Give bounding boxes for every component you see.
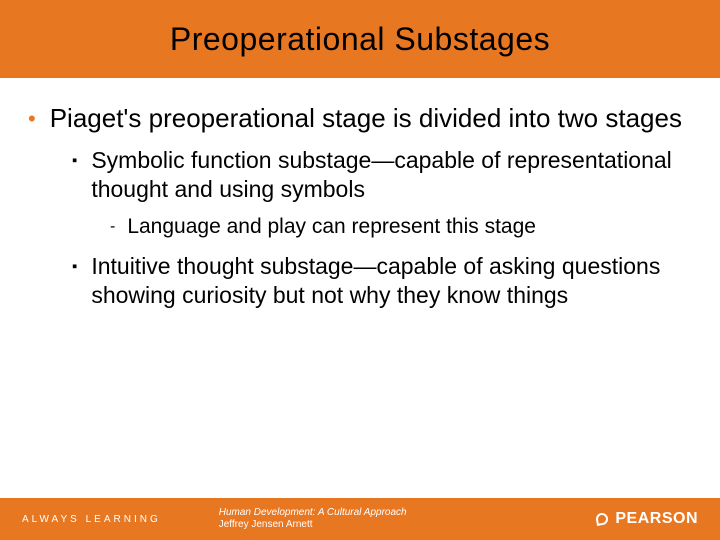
book-title: Human Development: A Cultural Approach xyxy=(219,507,407,518)
slide: Preoperational Substages • Piaget's preo… xyxy=(0,0,720,540)
slide-title: Preoperational Substages xyxy=(170,21,550,58)
square-bullet-icon: ▪ xyxy=(72,147,77,175)
footer-citation: Human Development: A Cultural Approach J… xyxy=(219,507,594,531)
pearson-mark-icon xyxy=(593,511,609,527)
title-bar: Preoperational Substages xyxy=(0,0,720,78)
footer-brand: PEARSON xyxy=(593,510,698,528)
sublist: ▪ Symbolic function substage—capable of … xyxy=(28,146,692,310)
l3-text: Language and play can represent this sta… xyxy=(127,214,536,240)
dash-bullet-icon: - xyxy=(110,214,115,240)
bullet-icon: • xyxy=(28,104,36,134)
list-item: ▪ Symbolic function substage—capable of … xyxy=(72,146,692,204)
list-item: ▪ Intuitive thought substage—capable of … xyxy=(72,252,692,310)
l2-text: Intuitive thought substage—capable of as… xyxy=(91,252,692,310)
square-bullet-icon: ▪ xyxy=(72,253,77,281)
footer-bar: ALWAYS LEARNING Human Development: A Cul… xyxy=(0,498,720,540)
pearson-logo: PEARSON xyxy=(593,510,698,528)
footer-tagline: ALWAYS LEARNING xyxy=(22,514,161,525)
slide-content: • Piaget's preoperational stage is divid… xyxy=(0,78,720,310)
l1-text: Piaget's preoperational stage is divided… xyxy=(50,102,682,134)
l2-text: Symbolic function substage—capable of re… xyxy=(91,146,692,204)
list-item: - Language and play can represent this s… xyxy=(72,214,692,240)
brand-text: PEARSON xyxy=(615,510,698,528)
book-author: Jeffrey Jensen Arnett xyxy=(219,519,313,530)
list-item: • Piaget's preoperational stage is divid… xyxy=(28,102,692,134)
